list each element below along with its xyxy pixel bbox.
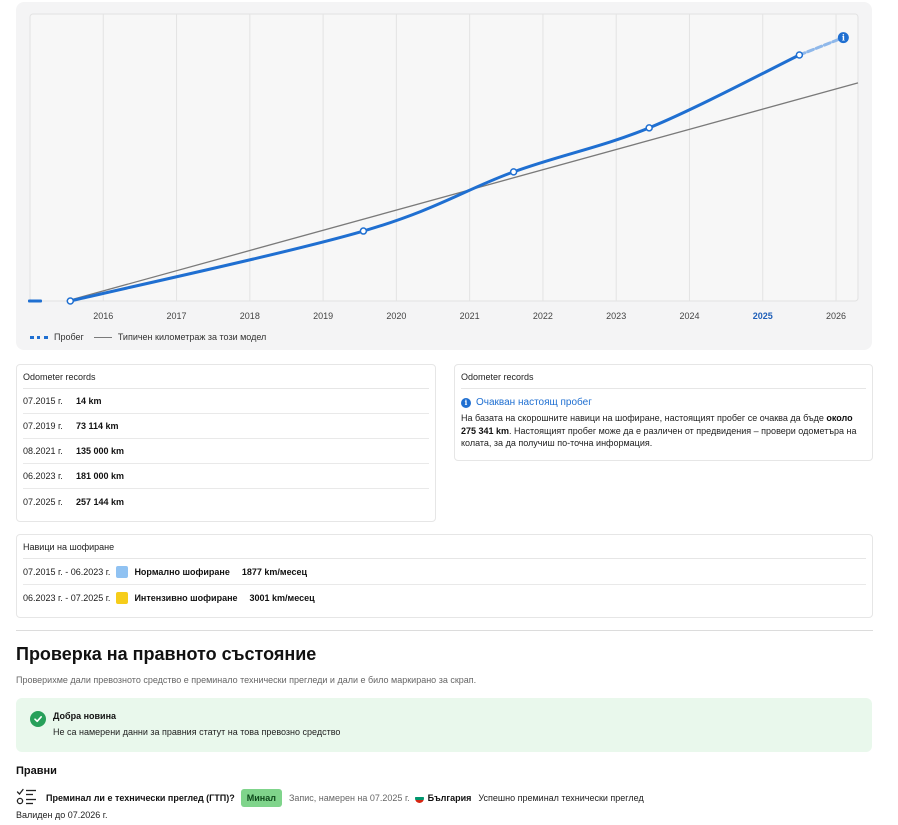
- expected-text-part-2: . Настоящият пробег може да е различен о…: [461, 425, 857, 449]
- good-news-box: Добра новина Не са намерени данни за пра…: [16, 698, 872, 752]
- odometer-records-list: 07.2015 г. 14 km 07.2019 г. 73 114 km 08.202…: [17, 389, 435, 514]
- odometer-record-row: 08.2021 г. 135 000 km: [23, 439, 429, 464]
- inspection-result-text: Успешно преминал технически преглед: [478, 793, 644, 803]
- x-tick-label: 2017: [167, 311, 187, 321]
- driving-habit-row: 07.2015 г. - 06.2023 г. Нормално шофиране…: [23, 559, 866, 585]
- rights-title: Правни: [16, 765, 57, 777]
- inspection-status-badge: Минал: [240, 789, 282, 807]
- mileage-data-point: [359, 227, 368, 235]
- expected-mileage-heading[interactable]: i Очакван настоящ пробег: [461, 397, 866, 408]
- inspection-valid-until: Валиден до 07.2026 г.: [16, 810, 108, 820]
- inspection-country: България: [427, 793, 472, 803]
- legend-label-mileage: Пробег: [54, 332, 84, 342]
- record-value: 73 114 km: [76, 421, 119, 431]
- x-tick-label: 2024: [679, 311, 699, 321]
- driving-habits-title: Навици на шофиране: [23, 535, 866, 559]
- bulgaria-flag-icon: [414, 793, 424, 803]
- plot-area: [29, 13, 859, 302]
- legend-item-mileage[interactable]: Пробег: [30, 332, 84, 342]
- x-tick-label: 2025: [753, 311, 773, 321]
- x-tick-label: 2016: [93, 311, 113, 321]
- x-tick-label: 2021: [460, 311, 480, 321]
- expected-mileage-card: Odometer records i Очакван настоящ пробе…: [454, 364, 873, 461]
- habit-label: Интензивно шофиране: [134, 593, 238, 603]
- mileage-data-point: [795, 51, 804, 59]
- record-value: 181 000 km: [76, 471, 125, 481]
- legal-section-subtitle: Проверихме дали превозното средство е пр…: [16, 675, 477, 685]
- good-news-text: Не са намерени данни за правния статут н…: [53, 727, 341, 737]
- mileage-data-point: [645, 124, 653, 132]
- record-date: 07.2019 г.: [23, 421, 63, 431]
- section-divider: [16, 630, 873, 631]
- mileage-chart: 2016 2017 2018 2019 2020 2021 2022 2023 2024 2025…: [28, 13, 859, 321]
- record-value: 257 144 km: [76, 496, 125, 507]
- inspection-question: Преминал ли е технически преглед (ГТП)?: [46, 793, 235, 803]
- check-circle-icon: [30, 711, 46, 727]
- odometer-records-card: Odometer records 07.2015 г. 14 km 07.2019 …: [16, 364, 436, 522]
- record-value: 14 km: [76, 396, 102, 406]
- odometer-record-row: 07.2019 г. 73 114 km: [23, 414, 429, 439]
- record-date: 06.2023 г.: [23, 471, 63, 481]
- expected-value: около 275 341 km: [461, 413, 853, 436]
- habit-label: Нормално шофиране: [134, 566, 230, 577]
- expected-text-part-1: На базата на скорошните навици на шофира…: [461, 413, 827, 423]
- mileage-data-point: [66, 297, 75, 305]
- legend-label-typical: Типичен километраж за този модел: [117, 332, 267, 342]
- driving-habit-row: 06.2023 г. - 07.2025 г. Интензивно шофира…: [23, 585, 866, 611]
- mileage-start-marker: [28, 299, 42, 303]
- projected-mileage-line: [797, 36, 845, 57]
- habit-value: 1877 km/месец: [241, 566, 307, 577]
- legal-section-title: Проверка на правното състояние: [16, 644, 317, 664]
- driving-habits-card: Навици на шофиране 07.2015 г. - 06.2023 …: [16, 534, 873, 618]
- record-date: 08.2021 г.: [23, 446, 63, 456]
- good-news-title: Добра новина: [53, 711, 117, 721]
- checklist-icon: [16, 787, 38, 809]
- x-tick-label: 2026: [826, 311, 846, 321]
- record-date: 07.2015 г.: [23, 396, 63, 406]
- x-tick-label: 2020: [386, 311, 406, 321]
- inspection-row: Преминал ли е технически преглед (ГТП)? …: [16, 787, 644, 809]
- info-icon: i: [842, 33, 845, 43]
- odometer-records-title: Odometer records: [23, 365, 429, 389]
- legend-swatch-typical: [93, 336, 112, 338]
- expected-heading-text: Очакван настоящ пробег: [476, 397, 592, 408]
- record-value: 135 000 km: [76, 446, 125, 456]
- inspection-record-note: Запис, намерен на 07.2025 г.: [288, 793, 410, 803]
- x-tick-label: 2019: [313, 311, 333, 321]
- odometer-record-row: 07.2015 г. 14 km: [23, 389, 429, 414]
- mileage-chart-card: 2016 2017 2018 2019 2020 2021 2022 2023 2024 2025…: [16, 2, 872, 350]
- expected-mileage-text: На базата на скорошните навици на шофира…: [461, 412, 866, 450]
- habit-color-swatch: [116, 565, 129, 578]
- driving-habits-list: 07.2015 г. - 06.2023 г. Нормално шофиране…: [17, 559, 872, 611]
- habit-color-swatch: [116, 592, 129, 604]
- info-icon: i: [461, 397, 471, 408]
- projected-mileage-point: [837, 32, 849, 44]
- x-tick-label: 2022: [533, 311, 553, 321]
- habit-period: 06.2023 г. - 07.2025 г.: [23, 593, 111, 603]
- record-date: 07.2025 г.: [23, 496, 63, 507]
- legend-swatch-mileage: [30, 335, 48, 339]
- x-tick-label: 2018: [240, 311, 260, 321]
- x-tick-label: 2023: [606, 311, 626, 321]
- chart-legend: Пробег Типичен километраж за този модел: [30, 332, 266, 342]
- habit-period: 07.2015 г. - 06.2023 г.: [23, 566, 111, 577]
- mileage-data-point: [509, 168, 518, 176]
- odometer-record-row: 07.2025 г. 257 144 km: [23, 489, 429, 514]
- legend-item-typical[interactable]: Типичен километраж за този модел: [93, 332, 267, 342]
- habit-value: 3001 km/месец: [249, 593, 315, 603]
- expected-card-title: Odometer records: [461, 365, 866, 389]
- mileage-line: [68, 53, 801, 303]
- odometer-record-row: 06.2023 г. 181 000 km: [23, 464, 429, 489]
